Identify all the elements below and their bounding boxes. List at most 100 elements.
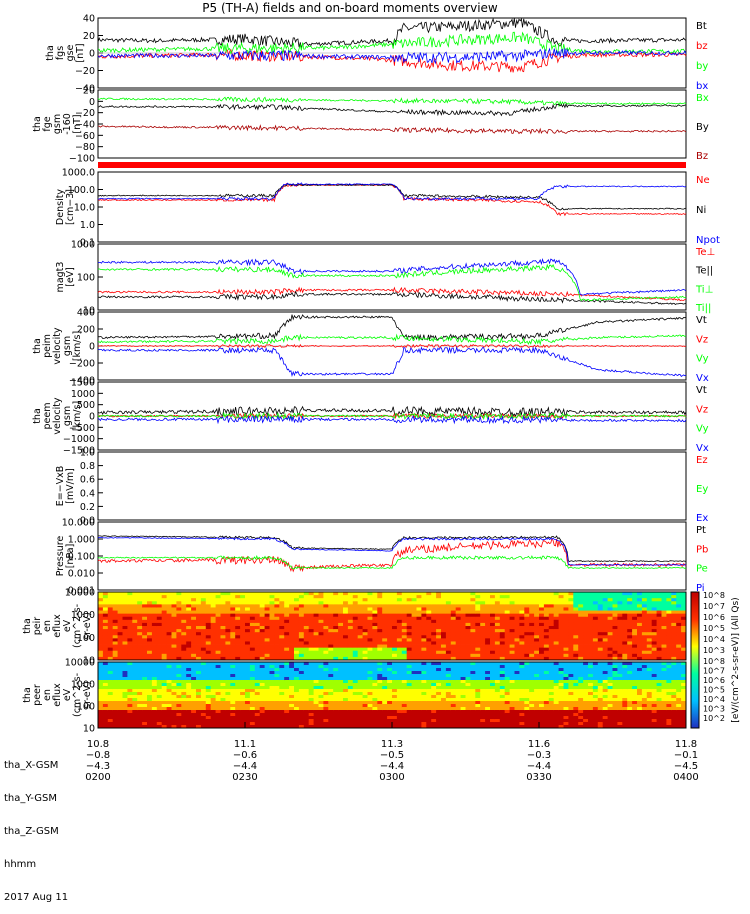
heat-cell-peer xyxy=(221,710,226,713)
heat-cell-peer xyxy=(446,671,451,674)
heat-cell-peer xyxy=(127,668,132,671)
heat-cell-peir xyxy=(314,611,319,614)
heat-cell-peer xyxy=(294,671,299,674)
heat-cell-peer xyxy=(500,719,505,722)
heat-cell-peir xyxy=(515,604,520,607)
heat-cell-peir xyxy=(470,645,475,648)
heat-cell-peir xyxy=(647,614,652,617)
heat-cell-peir xyxy=(495,617,500,620)
heat-cell-peir xyxy=(524,651,529,654)
heat-cell-peir xyxy=(431,648,436,651)
heat-cell-peir xyxy=(265,632,270,635)
heat-cell-peir xyxy=(392,601,397,604)
heat-cell-peer xyxy=(549,674,554,677)
heat-cell-peir xyxy=(167,617,172,620)
heat-cell-peir xyxy=(309,611,314,614)
heat-cell-peer xyxy=(319,722,324,725)
heat-cell-peir xyxy=(392,635,397,638)
heat-cell-peer xyxy=(289,665,294,668)
heat-cell-peer xyxy=(270,665,275,668)
heat-cell-peer xyxy=(279,677,284,680)
heat-cell-peir xyxy=(260,654,265,657)
heat-cell-peer xyxy=(260,704,265,707)
heat-cell-peir xyxy=(319,604,324,607)
heat-cell-peir xyxy=(524,645,529,648)
heat-cell-peir xyxy=(147,614,152,617)
panel-frame-density xyxy=(98,172,686,242)
heat-cell-peer xyxy=(142,662,147,665)
heat-cell-peir xyxy=(279,611,284,614)
heat-cell-peir xyxy=(382,641,387,644)
heat-cell-peir xyxy=(333,645,338,648)
heat-cell-peer xyxy=(201,707,206,710)
heat-cell-peir xyxy=(412,632,417,635)
heat-cell-peer xyxy=(225,686,230,689)
heat-cell-peir xyxy=(294,614,299,617)
ytick-label-fgs-0: 40 xyxy=(83,14,95,25)
heat-cell-peer xyxy=(162,686,167,689)
heat-cell-peer xyxy=(98,668,103,671)
heat-cell-peir xyxy=(191,632,196,635)
heat-cell-peer xyxy=(294,692,299,695)
heat-cell-peir xyxy=(573,623,578,626)
heat-cell-peer xyxy=(314,689,319,692)
heat-cell-peir xyxy=(118,617,123,620)
heat-cell-peer xyxy=(505,716,510,719)
heat-cell-peir xyxy=(451,635,456,638)
heat-cell-peir xyxy=(167,635,172,638)
heat-cell-peir xyxy=(475,641,480,644)
heat-cell-peir xyxy=(382,623,387,626)
heat-cell-peer xyxy=(132,704,137,707)
heat-cell-peer xyxy=(461,686,466,689)
heat-cell-peir xyxy=(608,635,613,638)
heat-cell-peir xyxy=(480,638,485,641)
heat-cell-peir xyxy=(441,648,446,651)
heat-cell-peer xyxy=(485,671,490,674)
heat-cell-peir xyxy=(333,632,338,635)
heat-cell-peer xyxy=(172,680,177,683)
heat-cell-peir xyxy=(260,607,265,610)
heat-cell-peer xyxy=(421,689,426,692)
heat-cell-peer xyxy=(466,686,471,689)
heat-cell-peir xyxy=(632,629,637,632)
heat-cell-peer xyxy=(510,713,515,716)
heat-cell-peir xyxy=(622,645,627,648)
heat-cell-peir xyxy=(652,623,657,626)
heat-cell-peir xyxy=(221,645,226,648)
heat-cell-peir xyxy=(225,626,230,629)
heat-cell-peer xyxy=(147,707,152,710)
heat-cell-peer xyxy=(515,713,520,716)
heat-cell-peer xyxy=(201,689,206,692)
heat-cell-peir xyxy=(647,648,652,651)
heat-cell-peer xyxy=(407,677,412,680)
heat-cell-peir xyxy=(485,601,490,604)
heat-cell-peer xyxy=(407,701,412,704)
heat-cell-peir xyxy=(323,641,328,644)
heat-cell-peir xyxy=(211,638,216,641)
heat-cell-peer xyxy=(372,680,377,683)
heat-cell-peir xyxy=(353,626,358,629)
heat-cell-peir xyxy=(676,604,681,607)
heat-cell-peir xyxy=(598,617,603,620)
heat-cell-peir xyxy=(539,611,544,614)
heat-cell-peir xyxy=(186,611,191,614)
heat-cell-peer xyxy=(490,689,495,692)
heat-cell-peir xyxy=(529,604,534,607)
heat-cell-peir xyxy=(421,607,426,610)
heat-cell-peir xyxy=(608,645,613,648)
heat-cell-peir xyxy=(451,595,456,598)
heat-cell-peer xyxy=(152,701,157,704)
heat-cell-peir xyxy=(593,648,598,651)
heat-cell-peir xyxy=(250,607,255,610)
heat-cell-peir xyxy=(323,592,328,595)
heat-cell-peir xyxy=(583,604,588,607)
heat-cell-peir xyxy=(573,614,578,617)
heat-cell-peer xyxy=(113,668,118,671)
heat-cell-peer xyxy=(392,704,397,707)
heat-cell-peir xyxy=(348,623,353,626)
heat-cell-peir xyxy=(475,623,480,626)
heat-cell-peer xyxy=(235,674,240,677)
heat-cell-peer xyxy=(98,662,103,665)
heat-cell-peir xyxy=(132,629,137,632)
heat-cell-peir xyxy=(260,632,265,635)
